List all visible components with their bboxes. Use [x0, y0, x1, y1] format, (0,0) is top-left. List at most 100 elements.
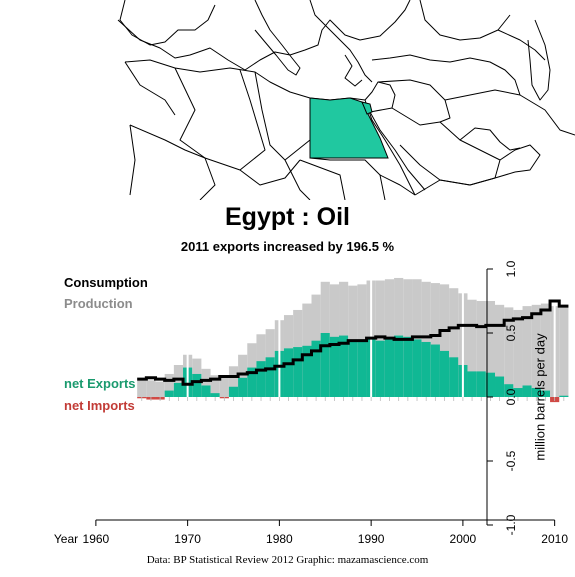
chart-subtitle: 2011 exports increased by 196.5 %	[180, 239, 395, 254]
map-border-saudi	[369, 107, 501, 186]
net-export-bar	[265, 357, 275, 397]
map-border-iberia	[119, 0, 216, 46]
map-border-niger	[239, 159, 301, 186]
net-export-bar	[357, 340, 367, 397]
net-export-bar	[192, 373, 202, 397]
consumption-layer	[137, 299, 569, 386]
production-bar	[439, 284, 450, 397]
map-border-sahel	[129, 124, 216, 200]
map-border-eritrea	[379, 174, 416, 196]
map-border-gulf	[459, 127, 521, 151]
net-export-bar	[495, 376, 505, 397]
map-border-morocco	[124, 61, 176, 116]
net-export-bar	[238, 377, 248, 397]
region-map	[117, 0, 575, 200]
map-border-north-africa-coast	[124, 59, 366, 101]
production-bar	[485, 301, 496, 397]
map-border-italy	[254, 0, 301, 76]
x-tick-label: 2010	[541, 532, 568, 546]
production-bar	[540, 303, 551, 397]
map-border-yemen	[414, 171, 516, 196]
y-tick-label: 1.0	[504, 260, 518, 277]
net-export-bar	[485, 372, 496, 397]
legend-consumption: Consumption	[64, 275, 148, 290]
map-border-syria-iraq	[377, 79, 451, 123]
net-export-bar	[449, 357, 459, 397]
net-export-bar	[412, 339, 422, 397]
map-border-sudan-west	[299, 159, 346, 200]
production-bar	[531, 304, 541, 397]
net-export-bar	[329, 336, 340, 397]
net-export-bar	[293, 347, 303, 397]
production-bar	[137, 380, 147, 397]
net-export-bar	[476, 371, 486, 397]
net-export-bar	[384, 338, 395, 397]
map-border-oman	[499, 144, 541, 173]
map-border-europe-west	[117, 0, 411, 71]
axes-layer: 1960 1970 1980 1990 2000 2010 Year -1.0 -0.5 0.0 0…	[54, 260, 568, 546]
map-border-chad	[284, 159, 311, 200]
map-border-iran	[444, 89, 575, 136]
legend-net-exports: net Exports	[64, 376, 136, 391]
net-export-bar	[467, 371, 477, 397]
production-bar	[146, 380, 156, 397]
production-bar	[559, 304, 569, 397]
production-bar	[164, 373, 174, 397]
map-border-turkey	[371, 54, 521, 96]
production-bar	[522, 306, 532, 397]
net-export-bar	[210, 393, 220, 397]
production-bar	[210, 375, 220, 397]
net-export-bar	[430, 344, 440, 397]
production-bar	[449, 288, 459, 397]
y-tick-label: -0.5	[504, 450, 518, 471]
production-bar	[219, 377, 229, 397]
production-bar	[238, 354, 248, 397]
net-export-bar	[348, 341, 358, 397]
decade-lines	[141, 266, 565, 401]
map-border-red-sea-east	[369, 111, 426, 191]
net-export-bar	[522, 385, 532, 397]
y-tick-label: 0.0	[504, 388, 518, 405]
net-export-bar	[531, 388, 541, 397]
bars-layer	[137, 277, 569, 403]
y-tick-label: -1.0	[504, 514, 518, 535]
net-export-bar	[403, 336, 413, 397]
y-axis-label: million barrels per day	[533, 333, 548, 461]
net-export-bar	[201, 385, 211, 397]
x-tick-label: 1990	[358, 532, 385, 546]
net-export-bar	[302, 345, 312, 397]
sinai	[361, 101, 373, 115]
chart-title: Egypt : Oil	[225, 203, 350, 231]
production-bar	[201, 368, 211, 397]
map-border-black-sea	[419, 0, 511, 41]
production-bar	[495, 304, 505, 397]
net-export-bar	[256, 361, 266, 397]
consumption-line	[137, 299, 569, 386]
credits: Data: BP Statistical Review 2012 Graphic…	[146, 554, 429, 566]
net-export-bar	[513, 388, 523, 397]
egypt-highlight	[309, 97, 389, 159]
x-axis-label: Year	[54, 532, 78, 546]
map-border-mali	[129, 124, 136, 196]
net-export-bar	[540, 390, 551, 397]
net-export-bar	[164, 390, 174, 397]
production-bar	[228, 366, 239, 397]
production-bar	[504, 307, 514, 397]
map-border-algeria	[174, 67, 266, 171]
net-export-bar	[247, 367, 257, 397]
net-export-bar	[504, 384, 514, 397]
net-export-bar	[559, 395, 569, 397]
production-bar	[467, 299, 477, 397]
map-border-greece	[344, 54, 363, 87]
net-export-bar	[421, 341, 431, 397]
oil-chart: 1960 1970 1980 1990 2000 2010 Year -1.0 -0.5 0.0 0…	[54, 260, 569, 546]
map-border-balkans	[309, 0, 373, 83]
production-bar	[430, 283, 440, 397]
map-border-levant	[364, 81, 396, 109]
y-tick-label: 0.5	[504, 324, 518, 341]
map-border-caspian	[527, 19, 551, 101]
production-bar	[421, 281, 431, 397]
map-border-caucasus	[497, 29, 546, 61]
net-export-bar	[173, 382, 184, 397]
production-bar	[155, 381, 165, 397]
